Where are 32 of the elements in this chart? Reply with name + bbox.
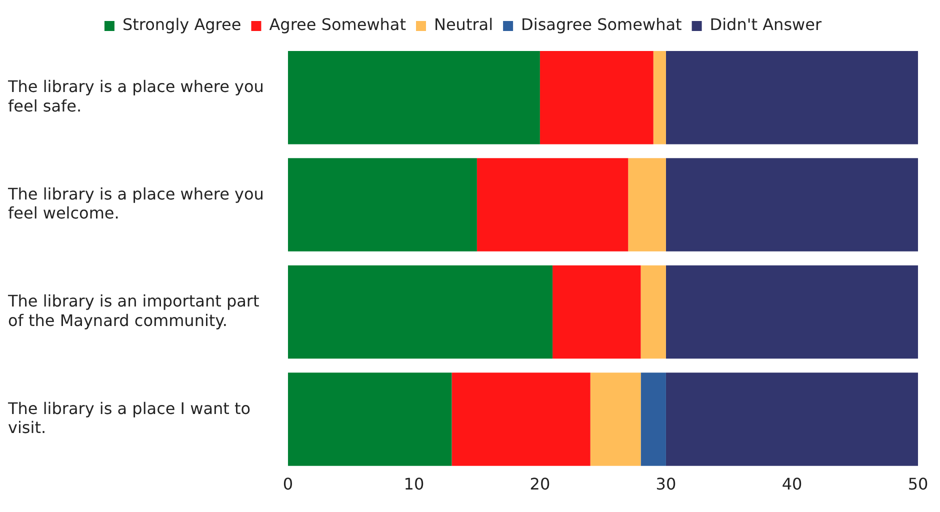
x-tick-label: 0 (282, 474, 294, 494)
x-tick-label: 50 (908, 474, 928, 494)
bar (640, 265, 666, 359)
legend-label: Didn't Answer (710, 15, 822, 34)
y-tick-label: The library is a place where you feel welcome. (7, 184, 264, 223)
legend-label: Agree Somewhat (269, 15, 406, 34)
bar (666, 372, 918, 466)
x-tick-label: 20 (530, 474, 550, 494)
y-tick-label: The library is an important part of the Maynard community. (7, 292, 260, 330)
bar (666, 265, 918, 359)
bar (552, 265, 641, 359)
legend-label: Neutral (434, 15, 494, 34)
bar (653, 50, 666, 144)
bar (288, 158, 477, 252)
bar (540, 50, 654, 144)
bar (476, 158, 628, 252)
x-tick-label: 40 (782, 474, 802, 494)
bar (590, 372, 641, 466)
bar (666, 50, 918, 144)
y-tick-label: The library is a place I want to visit. (7, 398, 251, 437)
x-tick-label: 10 (404, 474, 424, 494)
bar (640, 372, 666, 466)
bar (628, 158, 666, 252)
bar (666, 158, 918, 252)
bar (452, 372, 590, 466)
bar (288, 372, 452, 466)
x-tick-label: 30 (656, 474, 676, 494)
bar (288, 50, 540, 144)
legend-label: Strongly Agree (122, 15, 242, 34)
y-tick-label: The library is a place where you feel safe. (7, 77, 264, 116)
bar (288, 265, 553, 359)
legend-label: Disagree Somewhat (521, 15, 682, 34)
